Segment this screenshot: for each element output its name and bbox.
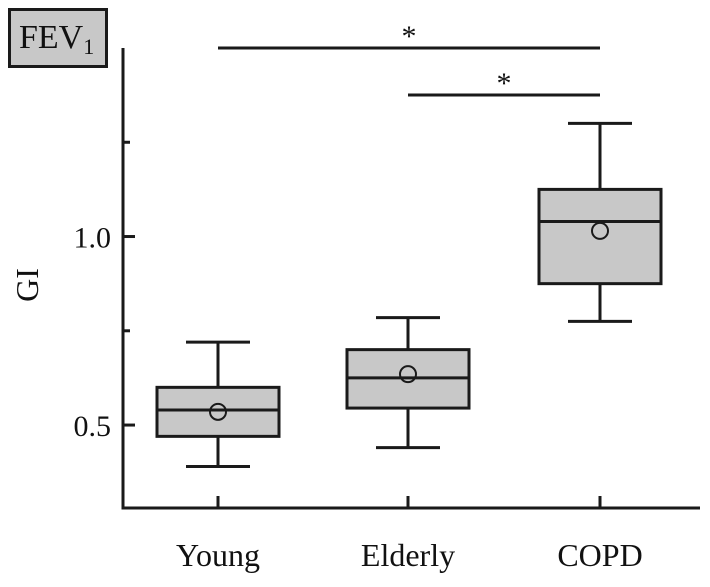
iqr-box — [537, 187, 663, 286]
mean-marker — [399, 365, 417, 384]
iqr-box — [155, 385, 281, 438]
axes: 0.5 1.0 Young Elderly COPD — [74, 48, 700, 573]
boxes-group — [155, 121, 663, 469]
significance-group: ** — [218, 20, 600, 100]
y-tick-label: 0.5 — [74, 410, 112, 443]
y-tick-label: 1.0 — [74, 222, 112, 255]
panel-label-subscript: 1 — [83, 34, 95, 59]
panel-label: FEV1 — [8, 8, 108, 68]
significance-label: * — [497, 67, 512, 100]
mean-marker — [591, 221, 609, 240]
x-tick-label: Young — [176, 537, 260, 573]
panel-label-main: FEV — [19, 19, 84, 56]
x-tick-label: Elderly — [361, 537, 455, 573]
significance-label: * — [402, 20, 417, 53]
y-axis-label: GI — [9, 268, 45, 302]
mean-marker — [209, 402, 227, 421]
box-copd — [537, 121, 663, 323]
x-tick-label: COPD — [557, 537, 642, 573]
box-elderly — [345, 316, 471, 450]
box-young — [155, 340, 281, 469]
